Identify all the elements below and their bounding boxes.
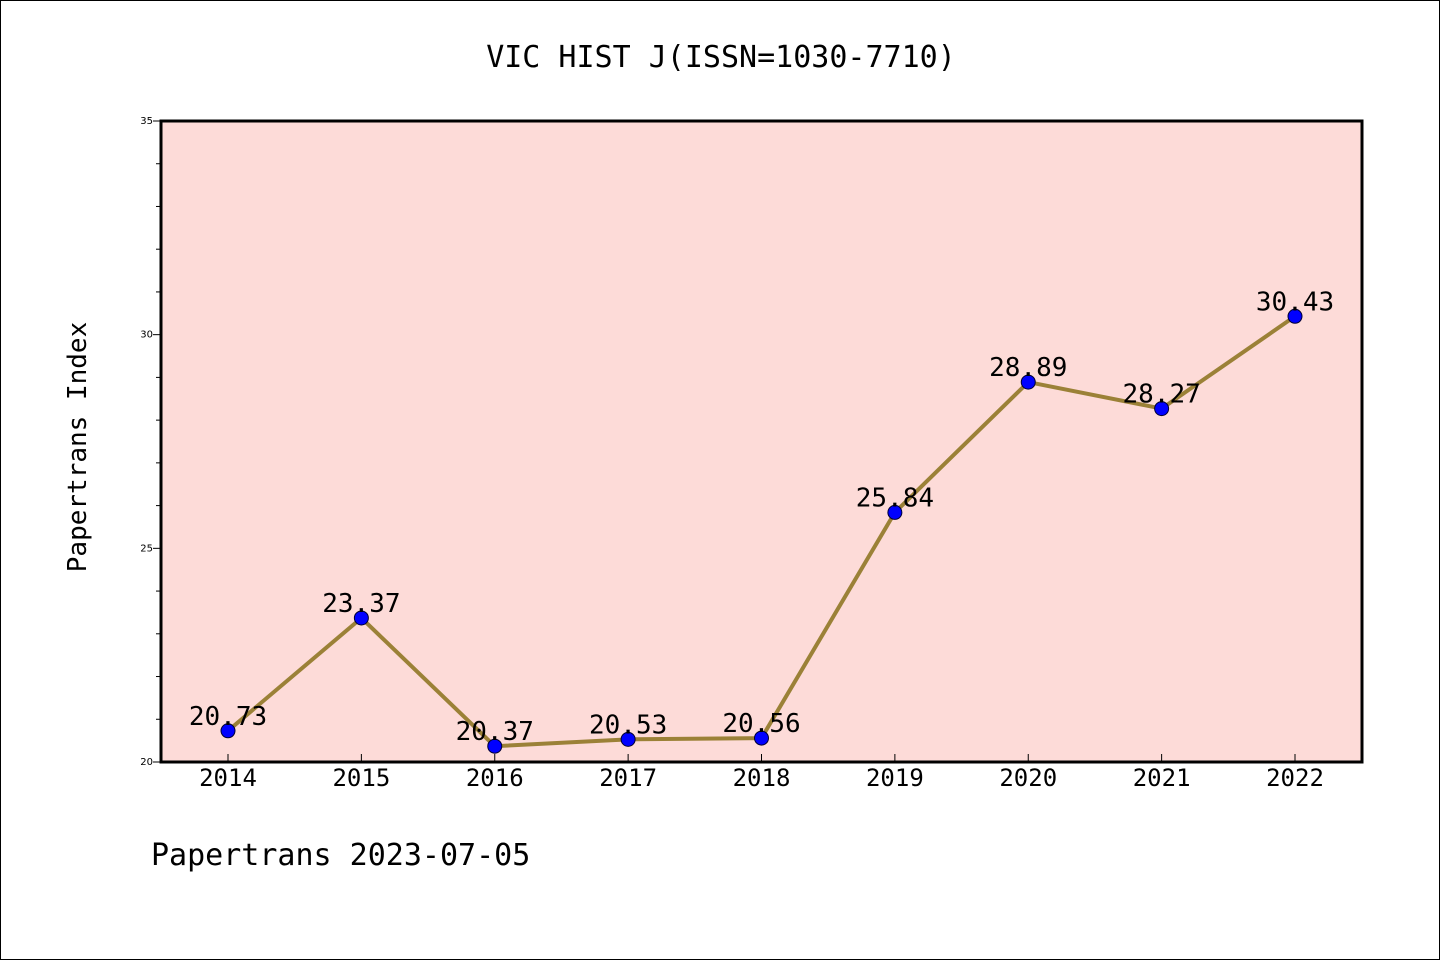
data-point: [1287, 308, 1303, 324]
y-tick-label: 20: [140, 757, 153, 768]
data-point: [1020, 374, 1036, 390]
plot-area: [159, 119, 1364, 764]
data-point: [754, 730, 769, 746]
data-label: 28.27: [1122, 380, 1200, 410]
data-point: [353, 610, 369, 626]
data-point: [887, 504, 903, 520]
data-label: 25.84: [856, 483, 934, 513]
x-tick-label: 2016: [466, 764, 524, 792]
data-label: 28.89: [989, 353, 1067, 383]
data-point: [220, 723, 236, 739]
x-tick-label: 2017: [599, 764, 657, 792]
x-tick-label: 2021: [1133, 764, 1191, 792]
x-tick-label: 2015: [332, 764, 390, 792]
y-tick-label: 35: [140, 116, 153, 127]
y-tick-label: 25: [140, 543, 153, 554]
x-tick-label: 2022: [1266, 764, 1324, 792]
y-tick-label: 30: [140, 330, 153, 341]
data-point: [620, 731, 636, 747]
series-layer: [220, 308, 1303, 754]
data-label: 23.37: [322, 589, 400, 619]
y-axis: 20 25 30 35: [140, 116, 161, 768]
chart-title: VIC HIST J(ISSN=1030-7710): [486, 40, 956, 75]
footer-date: Papertrans 2023-07-05: [151, 838, 530, 873]
data-label: 20.73: [189, 702, 267, 732]
x-tick-label: 2018: [733, 764, 791, 792]
x-axis: 2014 2015 2016 2017 2018 2019 2020 2021 2022: [199, 754, 1324, 792]
data-point: [1154, 401, 1170, 417]
data-label: 20.53: [589, 710, 667, 740]
x-tick-label: 2019: [866, 764, 924, 792]
data-labels: 20.73 23.37 20.37 20.53 20.56 25.84 28.89 28.27…: [189, 287, 1334, 747]
y-axis-title: Papertrans Index: [63, 322, 93, 572]
data-point: [487, 738, 503, 754]
data-label: 20.37: [456, 717, 534, 747]
x-tick-label: 2014: [199, 764, 257, 792]
x-tick-label: 2020: [999, 764, 1057, 792]
data-label: 30.43: [1256, 287, 1334, 317]
data-label: 20.56: [722, 709, 800, 739]
